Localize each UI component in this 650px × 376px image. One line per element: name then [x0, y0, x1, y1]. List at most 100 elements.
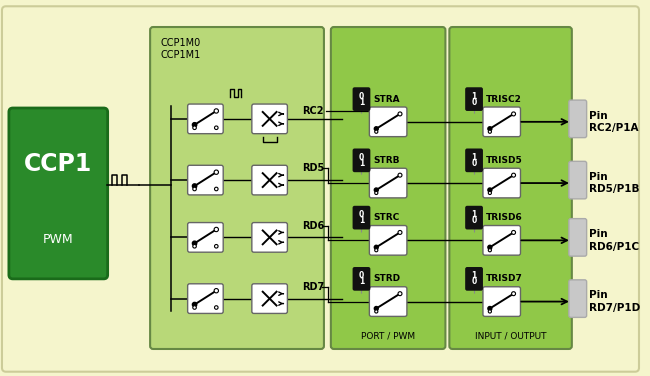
FancyBboxPatch shape: [483, 107, 521, 136]
Text: STRC: STRC: [373, 213, 400, 222]
Circle shape: [374, 310, 378, 313]
FancyBboxPatch shape: [369, 287, 407, 316]
Text: Pin
RC2/P1A: Pin RC2/P1A: [589, 111, 638, 133]
Text: 1: 1: [359, 277, 364, 287]
Circle shape: [214, 244, 218, 248]
Circle shape: [488, 310, 491, 313]
Circle shape: [512, 112, 515, 116]
Text: TRISD5: TRISD5: [486, 156, 523, 165]
FancyBboxPatch shape: [188, 223, 223, 252]
Text: RD7: RD7: [302, 282, 324, 292]
Text: RC2: RC2: [302, 106, 324, 116]
FancyBboxPatch shape: [569, 161, 587, 199]
FancyBboxPatch shape: [449, 27, 572, 349]
Circle shape: [488, 191, 491, 194]
Text: RD6: RD6: [302, 221, 324, 230]
Circle shape: [512, 292, 515, 296]
FancyBboxPatch shape: [252, 284, 287, 314]
FancyBboxPatch shape: [188, 165, 223, 195]
Text: 1: 1: [471, 153, 476, 162]
Circle shape: [193, 244, 196, 248]
Text: 1: 1: [359, 159, 364, 168]
Text: 0: 0: [471, 277, 476, 287]
Text: 1: 1: [471, 271, 476, 280]
Circle shape: [374, 127, 378, 131]
FancyBboxPatch shape: [331, 27, 445, 349]
FancyBboxPatch shape: [465, 267, 483, 291]
Circle shape: [398, 230, 402, 234]
FancyBboxPatch shape: [9, 108, 108, 279]
Circle shape: [488, 127, 492, 131]
Text: 0: 0: [359, 210, 364, 219]
Circle shape: [193, 126, 196, 130]
FancyBboxPatch shape: [352, 149, 370, 172]
Text: 1: 1: [471, 210, 476, 219]
Text: Pin
RD7/P1D: Pin RD7/P1D: [589, 290, 640, 313]
Text: CCP1M0
CCP1M1: CCP1M0 CCP1M1: [161, 38, 202, 60]
Circle shape: [214, 306, 218, 309]
FancyBboxPatch shape: [483, 168, 521, 198]
FancyBboxPatch shape: [252, 223, 287, 252]
FancyBboxPatch shape: [252, 104, 287, 134]
Circle shape: [374, 130, 378, 133]
FancyBboxPatch shape: [569, 100, 587, 138]
Circle shape: [488, 130, 491, 133]
Text: Pin
RD6/P1C: Pin RD6/P1C: [589, 229, 639, 252]
FancyBboxPatch shape: [252, 165, 287, 195]
Text: 0: 0: [471, 216, 476, 225]
Circle shape: [192, 123, 197, 127]
Text: 0: 0: [471, 98, 476, 106]
Text: 0: 0: [359, 92, 364, 101]
Circle shape: [374, 306, 378, 311]
FancyBboxPatch shape: [465, 206, 483, 229]
FancyBboxPatch shape: [2, 6, 639, 372]
Text: RD5: RD5: [302, 163, 324, 173]
FancyBboxPatch shape: [352, 87, 370, 111]
Circle shape: [192, 302, 197, 307]
Text: PORT / PWM: PORT / PWM: [361, 332, 415, 341]
Text: STRA: STRA: [373, 95, 400, 104]
Text: 0: 0: [471, 159, 476, 168]
Circle shape: [214, 227, 218, 232]
Text: STRB: STRB: [373, 156, 400, 165]
FancyBboxPatch shape: [150, 27, 324, 349]
FancyBboxPatch shape: [569, 218, 587, 256]
Text: 0: 0: [359, 271, 364, 280]
Circle shape: [398, 292, 402, 296]
Text: 0: 0: [359, 153, 364, 162]
Circle shape: [192, 184, 197, 188]
Circle shape: [193, 187, 196, 191]
FancyBboxPatch shape: [369, 107, 407, 136]
FancyBboxPatch shape: [465, 87, 483, 111]
FancyBboxPatch shape: [352, 267, 370, 291]
Circle shape: [488, 245, 492, 249]
FancyBboxPatch shape: [569, 280, 587, 317]
Circle shape: [192, 241, 197, 246]
Text: 1: 1: [359, 98, 364, 106]
FancyBboxPatch shape: [188, 284, 223, 314]
Circle shape: [374, 249, 378, 252]
Circle shape: [488, 306, 492, 311]
Text: Pin
RD5/P1B: Pin RD5/P1B: [589, 172, 639, 194]
Circle shape: [214, 288, 218, 293]
Circle shape: [214, 170, 218, 174]
Text: 1: 1: [471, 92, 476, 101]
Text: TRISD6: TRISD6: [486, 213, 523, 222]
Circle shape: [374, 191, 378, 194]
FancyBboxPatch shape: [188, 104, 223, 134]
FancyBboxPatch shape: [369, 168, 407, 198]
Text: INPUT / OUTPUT: INPUT / OUTPUT: [475, 332, 547, 341]
Text: PWM: PWM: [43, 233, 73, 246]
Circle shape: [512, 230, 515, 234]
Text: CCP1: CCP1: [24, 152, 92, 176]
Circle shape: [512, 173, 515, 177]
Circle shape: [398, 173, 402, 177]
Text: STRD: STRD: [373, 274, 400, 284]
FancyBboxPatch shape: [483, 287, 521, 316]
Circle shape: [398, 112, 402, 116]
Circle shape: [488, 249, 491, 252]
FancyBboxPatch shape: [369, 226, 407, 255]
Circle shape: [374, 188, 378, 192]
FancyBboxPatch shape: [352, 206, 370, 229]
FancyBboxPatch shape: [483, 226, 521, 255]
